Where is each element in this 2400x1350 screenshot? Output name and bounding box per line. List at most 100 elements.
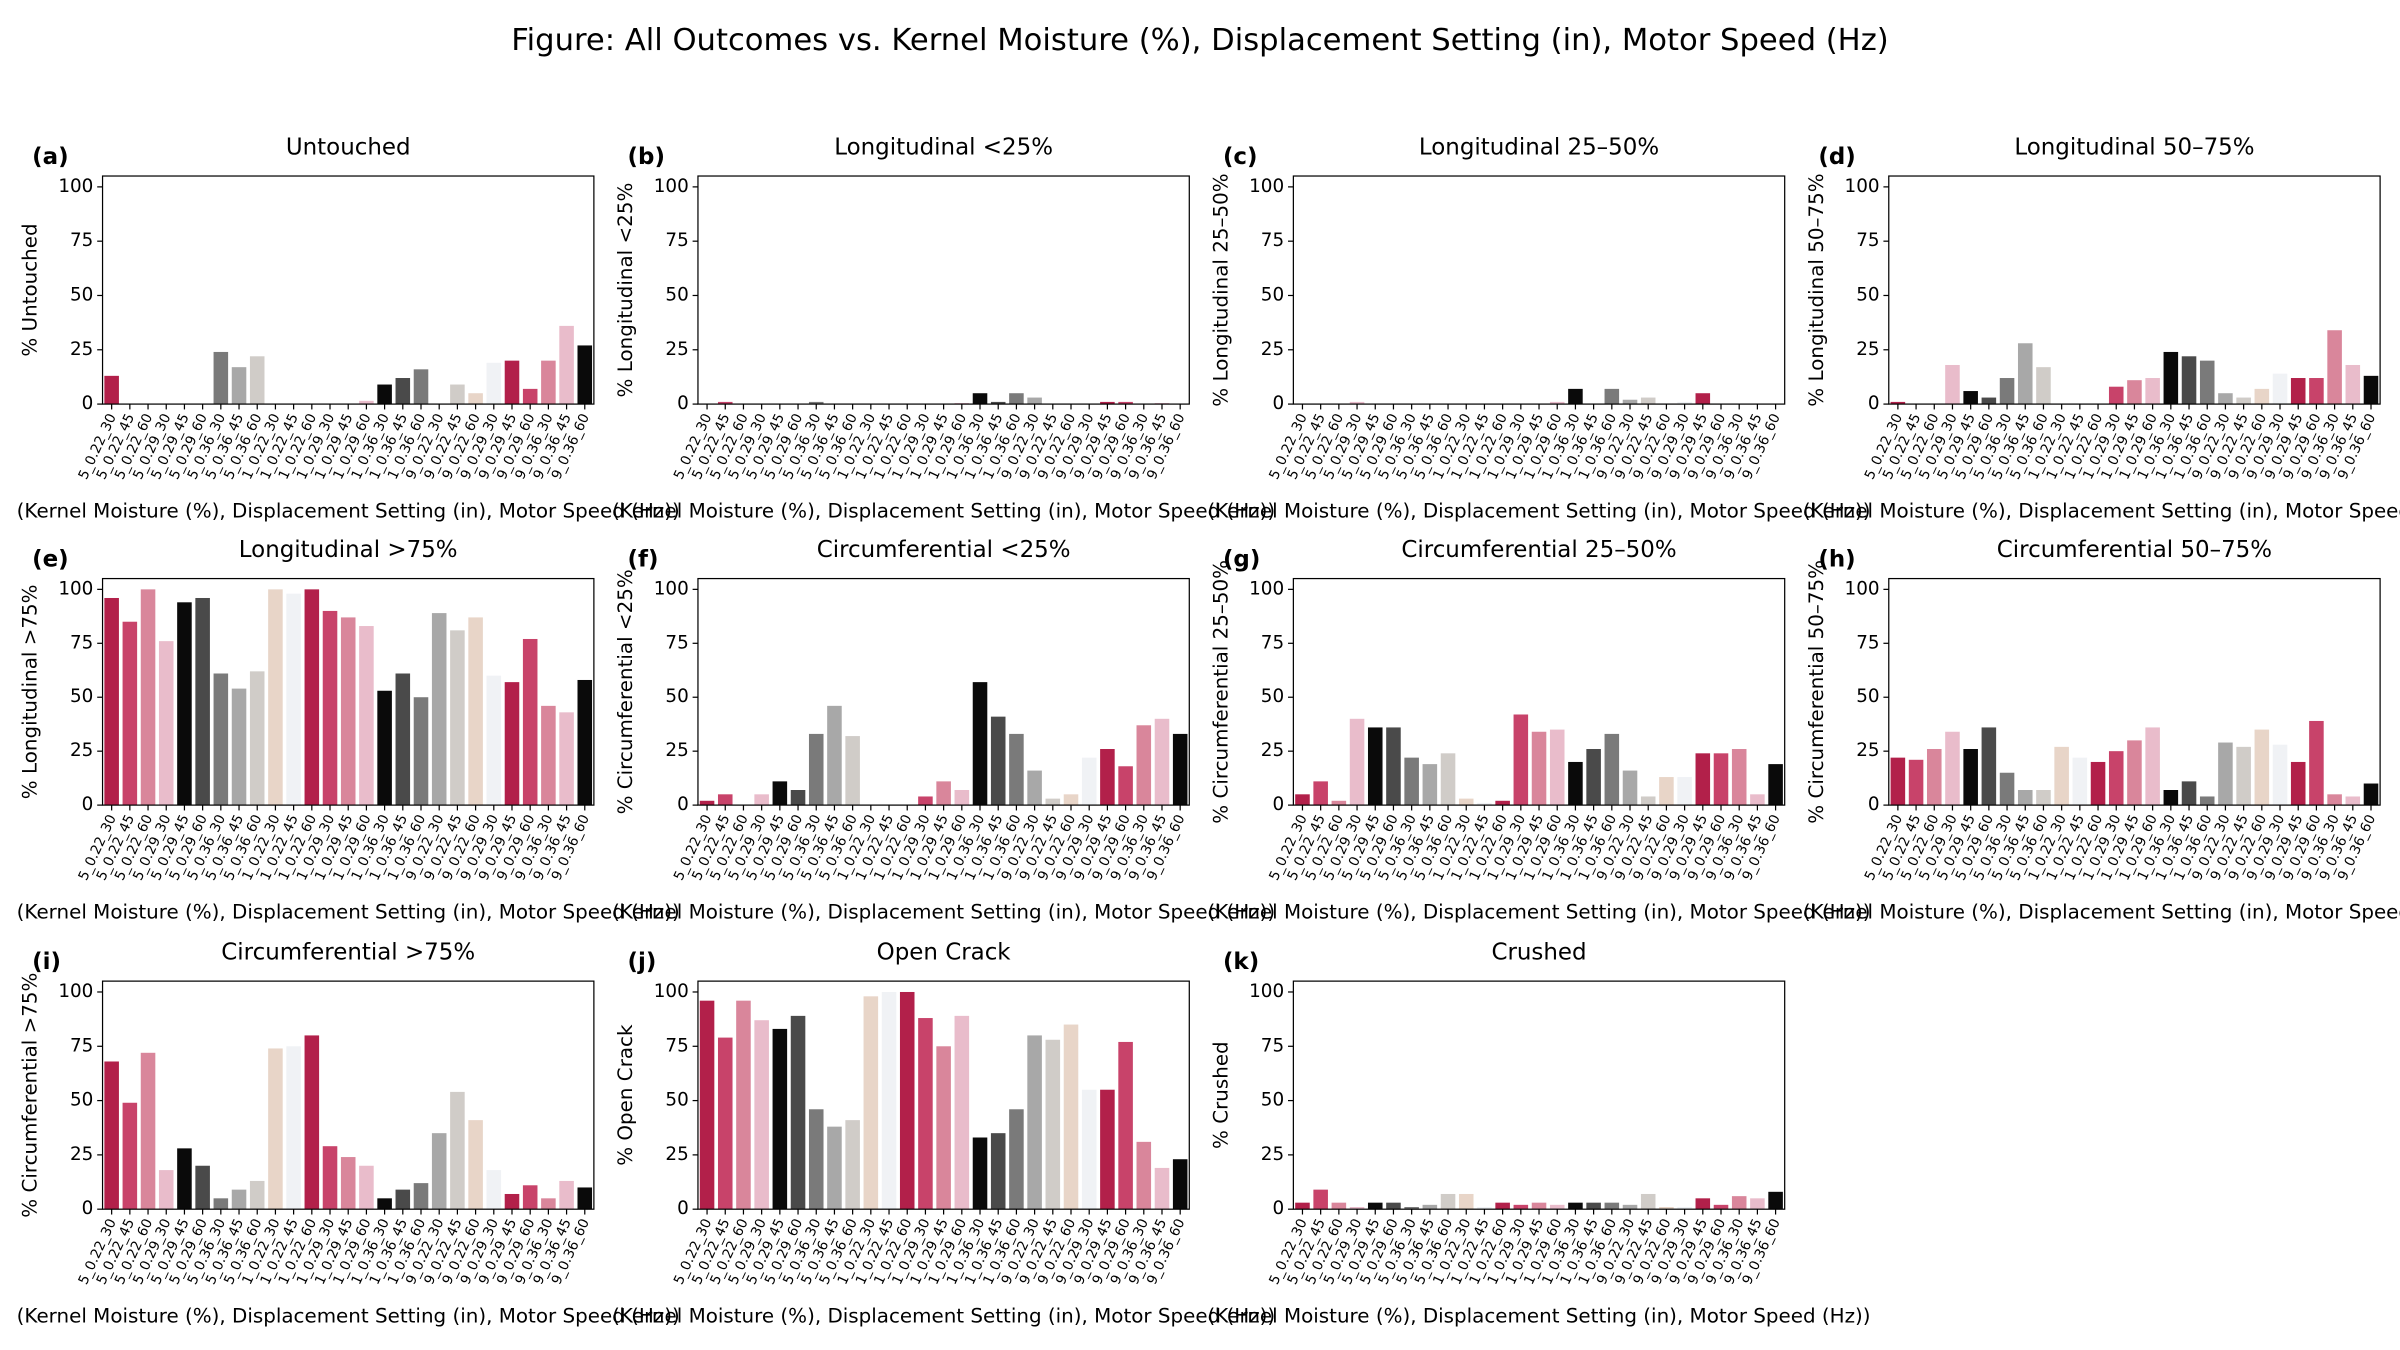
bar — [881, 991, 897, 1210]
bar — [195, 1165, 210, 1210]
bar — [2254, 388, 2270, 405]
bar — [1118, 766, 1133, 806]
bar — [340, 1157, 356, 1210]
bar — [1568, 761, 1583, 806]
bar — [504, 1193, 520, 1210]
bar — [1081, 757, 1097, 806]
bar — [990, 1133, 1006, 1210]
y-tick-label: 100 — [1249, 981, 1284, 1002]
panel-label: (c) — [1223, 144, 1258, 170]
y-tick-label: 100 — [58, 981, 93, 1002]
bar — [845, 1120, 860, 1210]
bar — [1549, 729, 1565, 806]
subplot-title: Circumferential 50–75% — [1997, 537, 2272, 563]
bar — [1136, 725, 1152, 806]
y-tick-label: 100 — [1845, 176, 1880, 197]
bar — [1549, 401, 1565, 405]
bar — [1027, 1035, 1042, 1210]
bar — [1586, 1202, 1601, 1210]
bar — [1963, 749, 1978, 806]
bar — [1009, 1109, 1024, 1210]
bar — [2145, 378, 2160, 405]
y-tick-label: 25 — [70, 339, 93, 360]
bar — [2199, 360, 2215, 405]
bar — [359, 400, 374, 405]
y-axis-label: % Untouched — [19, 223, 42, 356]
bar — [249, 1180, 265, 1210]
bar — [1695, 753, 1711, 806]
bar — [522, 1185, 538, 1210]
panel-label: (a) — [32, 144, 68, 170]
bar — [2054, 746, 2069, 806]
bar — [899, 991, 915, 1210]
y-axis-label: % Longitudinal >75% — [19, 584, 42, 799]
panel-label: (g) — [1223, 546, 1260, 572]
y-tick-label: 50 — [665, 1090, 688, 1111]
y-tick-label: 100 — [654, 176, 689, 197]
subplot-title: Longitudinal 25–50% — [1419, 135, 1659, 161]
y-tick-label: 0 — [82, 794, 94, 815]
x-axis-label: (Kernel Moisture (%), Displacement Setti… — [17, 499, 680, 522]
bar — [954, 790, 970, 806]
bar — [1604, 733, 1620, 806]
bar — [1313, 781, 1328, 806]
bar — [808, 401, 824, 405]
y-axis-label: % Open Crack — [614, 1024, 637, 1166]
y-tick-label: 0 — [1272, 393, 1284, 414]
subplot: 5_0.22_305_0.22_455_0.22_605_0.29_305_0.… — [17, 940, 680, 1328]
y-tick-label: 25 — [1261, 339, 1284, 360]
bar — [231, 367, 247, 405]
y-tick-label: 0 — [1272, 1198, 1284, 1219]
bar — [1945, 364, 1960, 405]
bar — [2236, 746, 2251, 806]
y-tick-label: 0 — [677, 794, 689, 815]
panel-label: (h) — [1818, 546, 1855, 572]
y-tick-label: 25 — [665, 1144, 688, 1165]
x-axis-label: (Kernel Moisture (%), Displacement Setti… — [1207, 1304, 1870, 1327]
axes-frame — [101, 175, 595, 405]
y-tick-label: 75 — [1261, 1035, 1284, 1056]
bar — [1045, 798, 1061, 806]
bar — [1513, 714, 1529, 806]
subplot: 5_0.22_305_0.22_455_0.22_605_0.29_305_0.… — [17, 537, 680, 923]
bar — [213, 1198, 229, 1210]
axes-frame — [101, 577, 595, 806]
bar — [2345, 796, 2361, 806]
bar — [413, 697, 429, 806]
bar — [450, 630, 465, 806]
subplot-title: Circumferential >75% — [221, 940, 475, 966]
bar — [2017, 790, 2033, 806]
bar — [522, 388, 538, 405]
bar — [936, 1046, 951, 1210]
subplot-title: Circumferential 25–50% — [1401, 537, 1676, 563]
bar — [413, 369, 429, 405]
y-tick-label: 75 — [665, 230, 688, 251]
bar — [1331, 1202, 1347, 1210]
y-tick-label: 100 — [58, 176, 93, 197]
bar — [1118, 1041, 1133, 1210]
bar — [1027, 770, 1042, 806]
bar — [1659, 777, 1674, 806]
bar — [1568, 388, 1583, 405]
subplot: 5_0.22_305_0.22_455_0.22_605_0.29_305_0.… — [17, 135, 680, 523]
bar — [268, 1048, 283, 1210]
y-tick-label: 50 — [1856, 686, 1879, 707]
bar — [1890, 757, 1906, 806]
bar — [990, 401, 1006, 405]
bar — [1622, 770, 1638, 806]
bar — [1713, 753, 1729, 806]
subplot: 5_0.22_305_0.22_455_0.22_605_0.29_305_0.… — [1207, 537, 1870, 923]
bar — [541, 1198, 556, 1210]
subplot-title: Longitudinal <25% — [834, 135, 1053, 161]
bar — [377, 1198, 392, 1210]
bar — [717, 1037, 733, 1210]
bar — [1768, 1191, 1783, 1210]
bar — [2072, 757, 2088, 806]
bar — [990, 716, 1006, 806]
bar — [304, 589, 320, 806]
bar — [1945, 731, 1960, 806]
subplot: 5_0.22_305_0.22_455_0.22_605_0.29_305_0.… — [1207, 135, 1870, 523]
bar — [1349, 401, 1365, 405]
y-tick-label: 0 — [677, 1198, 689, 1219]
